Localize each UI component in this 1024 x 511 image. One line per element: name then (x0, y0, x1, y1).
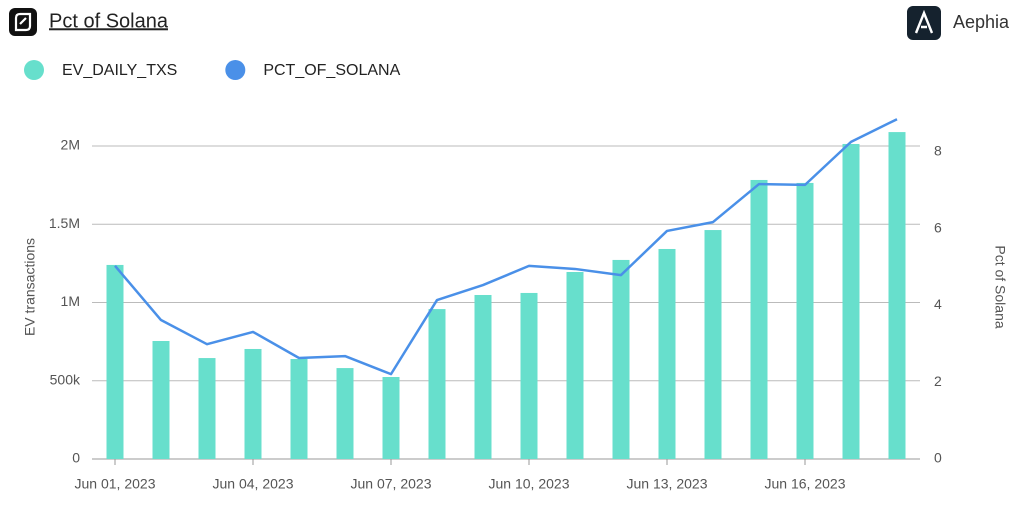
bar (244, 348, 262, 459)
bar (474, 294, 492, 459)
bar (198, 358, 216, 459)
x-tick-label: Jun 10, 2023 (489, 476, 570, 492)
legend-label: EV_DAILY_TXS (62, 62, 177, 79)
bar (796, 182, 814, 460)
y2-tick-label: 4 (934, 296, 942, 312)
bar (566, 271, 584, 459)
bar (520, 292, 538, 459)
legend-label: PCT_OF_SOLANA (263, 62, 400, 79)
y-tick-label: 500k (50, 371, 81, 387)
y2-tick-label: 0 (934, 450, 942, 466)
bar (750, 179, 768, 459)
bar (152, 341, 170, 459)
x-tick-label: Jun 16, 2023 (765, 476, 846, 492)
brand-name: Aephia (953, 12, 1010, 32)
bar (842, 143, 860, 459)
y-tick-label: 2M (61, 137, 80, 153)
bar (290, 358, 308, 459)
x-tick-label: Jun 13, 2023 (627, 476, 708, 492)
bar (428, 309, 446, 459)
y-axis-title: EV transactions (22, 238, 38, 336)
bar (106, 264, 124, 459)
bar (612, 259, 630, 459)
y2-tick-label: 2 (934, 373, 942, 389)
line (114, 118, 898, 376)
x-tick-label: Jun 07, 2023 (351, 476, 432, 492)
y-tick-label: 1.5M (49, 215, 80, 231)
app-logo-glyph (14, 12, 32, 32)
legend-marker (24, 60, 44, 80)
bar (382, 376, 400, 459)
bar (704, 230, 722, 459)
y2-tick-label: 6 (934, 219, 942, 235)
brand-logo-glyph (914, 9, 934, 34)
y2-tick-label: 8 (934, 143, 942, 159)
y2-axis-title: Pct of Solana (992, 245, 1008, 328)
y-tick-label: 0 (72, 450, 80, 466)
bar (336, 368, 354, 459)
y-tick-label: 1M (61, 293, 80, 309)
x-tick-label: Jun 01, 2023 (75, 476, 156, 492)
legend-marker (225, 60, 246, 80)
bar (888, 132, 906, 459)
x-tick-label: Jun 04, 2023 (213, 476, 294, 492)
bar (658, 248, 676, 459)
chart-title[interactable]: Pct of Solana (49, 10, 169, 32)
